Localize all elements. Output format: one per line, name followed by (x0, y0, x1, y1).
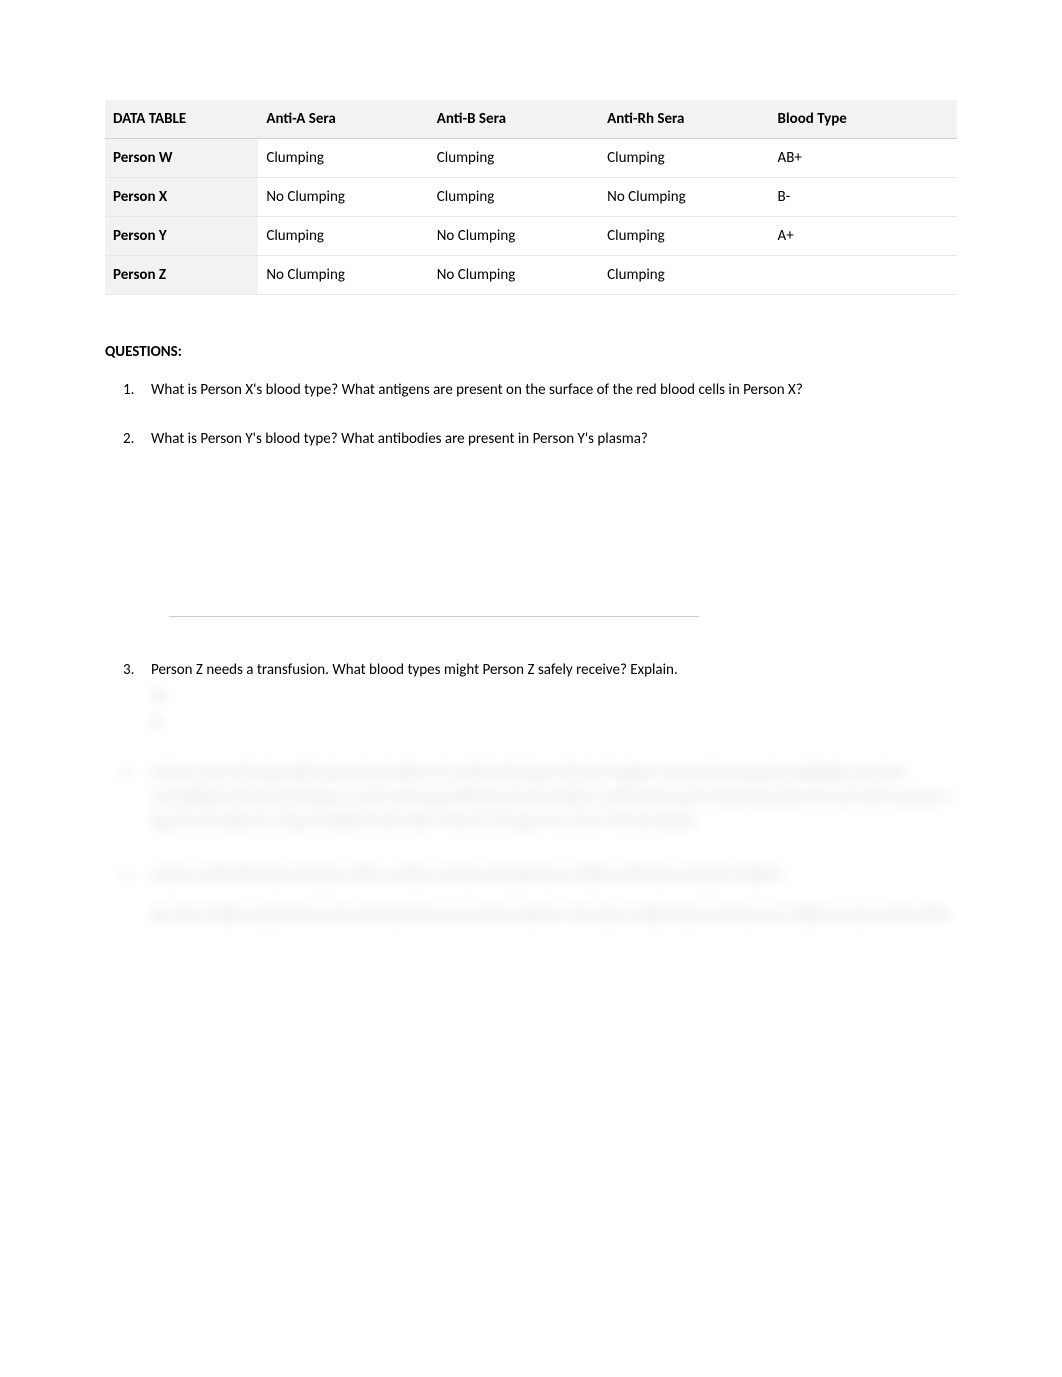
divider-container (105, 616, 957, 617)
blurred-question-4: Could a man with type AB blood be the fa… (105, 761, 957, 833)
question-2: What is Person Y's blood type? What anti… (105, 428, 957, 451)
horizontal-divider (169, 616, 699, 617)
cell-value: No Clumping (429, 217, 599, 256)
question-3-text: Person Z needs a transfusion. What blood… (151, 661, 678, 679)
cell-value: Clumping (258, 217, 428, 256)
col-header-anti-b: Anti-B Sera (429, 100, 599, 139)
cell-value: Clumping (258, 139, 428, 178)
questions-heading: QUESTIONS: (105, 343, 957, 361)
cell-value: No Clumping (599, 178, 769, 217)
cell-value: Clumping (429, 139, 599, 178)
spacer (105, 476, 957, 616)
table-row: Person X No Clumping Clumping No Clumpin… (105, 178, 957, 217)
cell-value: Clumping (429, 178, 599, 217)
cell-value: No Clumping (429, 256, 599, 295)
data-table: DATA TABLE Anti-A Sera Anti-B Sera Anti-… (105, 100, 957, 295)
cell-value: A+ (770, 217, 957, 256)
table-row: Person Z No Clumping No Clumping Clumpin… (105, 256, 957, 295)
table-header-row: DATA TABLE Anti-A Sera Anti-B Sera Anti-… (105, 100, 957, 139)
question-3: Person Z needs a transfusion. What blood… (105, 659, 957, 735)
col-header-label: DATA TABLE (105, 100, 258, 139)
cell-value (770, 256, 957, 295)
questions-list-continued: Person Z needs a transfusion. What blood… (105, 659, 957, 735)
cell-value: Clumping (599, 256, 769, 295)
questions-list: What is Person X's blood type? What anti… (105, 379, 957, 450)
table-row: Person Y Clumping No Clumping Clumping A… (105, 217, 957, 256)
row-label: Person W (105, 139, 258, 178)
col-header-anti-rh: Anti-Rh Sera (599, 100, 769, 139)
blurred-q5-text: Could a child with type O blood, with a … (151, 866, 785, 884)
col-header-anti-a: Anti-A Sera (258, 100, 428, 139)
blurred-answer: O+ (151, 686, 957, 709)
question-1: What is Person X's blood type? What anti… (105, 379, 957, 402)
cell-value: No Clumping (258, 256, 428, 295)
cell-value: B- (770, 178, 957, 217)
row-label: Person Y (105, 217, 258, 256)
cell-value: No Clumping (258, 178, 428, 217)
col-header-blood-type: Blood Type (770, 100, 957, 139)
cell-value: AB+ (770, 139, 957, 178)
blurred-question-5: Could a child with type O blood, with a … (105, 863, 957, 927)
blurred-answer: O- (151, 712, 957, 735)
row-label: Person X (105, 178, 258, 217)
table-row: Person W Clumping Clumping Clumping AB+ (105, 139, 957, 178)
cell-value: Clumping (599, 217, 769, 256)
blurred-q5-answer: No, the O allele would have to be inheri… (151, 906, 950, 924)
row-label: Person Z (105, 256, 258, 295)
cell-value: Clumping (599, 139, 769, 178)
